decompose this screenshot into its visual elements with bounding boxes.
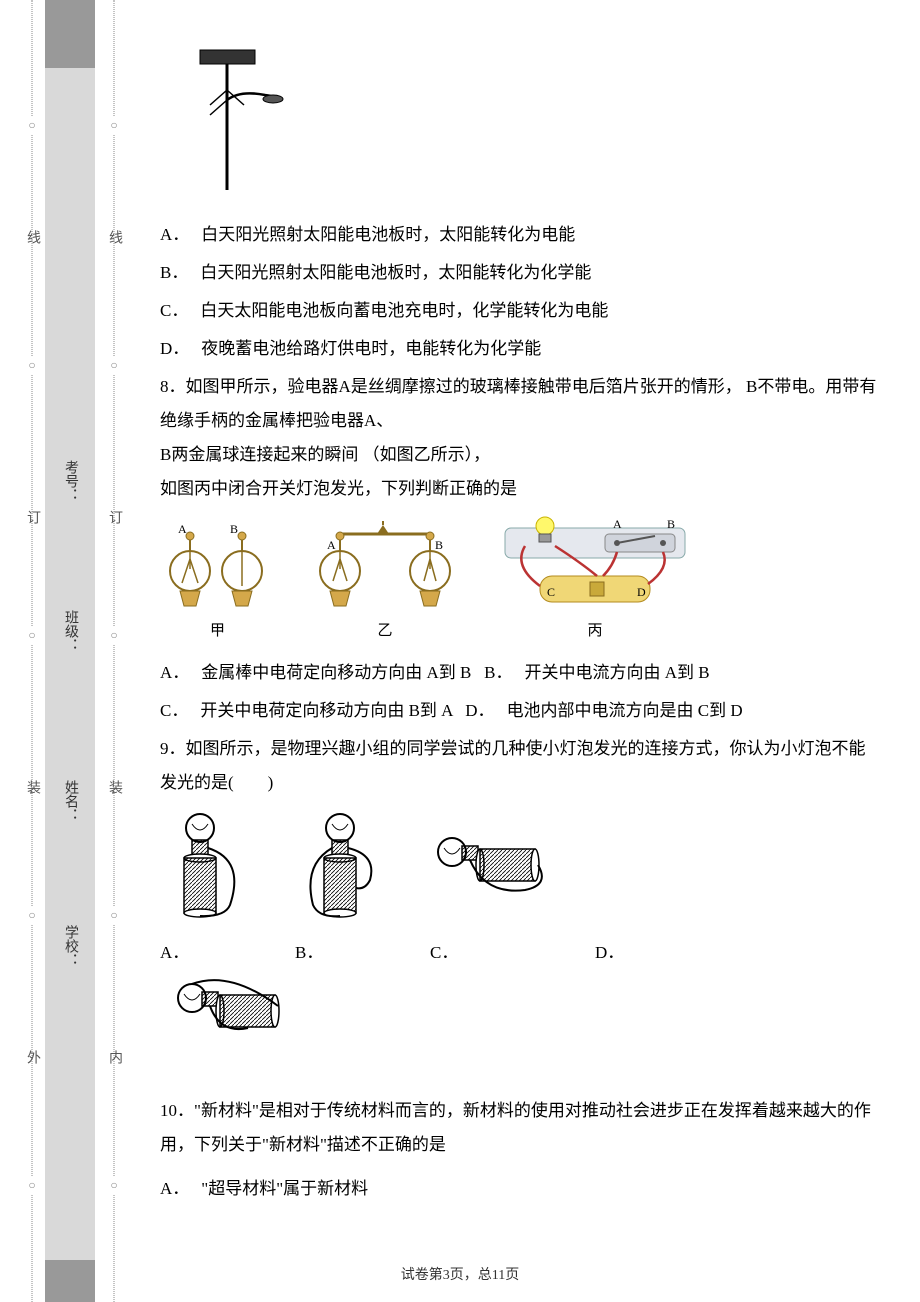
q9-text: 如图所示，是物理兴趣小组的同学尝试的几种使小灯泡发光的连接方式，你认为小灯泡不能… (160, 739, 866, 792)
svg-text:B: B (435, 538, 443, 552)
circle-marker: ○ (110, 906, 117, 925)
svg-text:A: A (178, 522, 187, 536)
binding-outer-label: 装 (22, 780, 42, 794)
binding-outer-column: ○ 线 ○ 订 ○ 装 ○ 外 ○ (22, 0, 42, 1302)
svg-text:A: A (613, 517, 622, 531)
q7-option-a-text: 白天阳光照射太阳能电池板时，太阳能转化为电能 (201, 225, 575, 244)
binding-outer-label: 线 (22, 230, 42, 244)
q9-option-d-label: D． (595, 936, 624, 970)
q7-option-b-text: 白天阳光照射太阳能电池板时，太阳能转化为化学能 (200, 263, 591, 282)
q7-option-d-text: 夜晚蓄电池给路灯供电时，电能转化为化学能 (201, 339, 541, 358)
field-name: 姓名： (60, 780, 80, 822)
svg-text:C: C (547, 585, 555, 599)
q8-option-ab: A．金属棒中电荷定向移动方向由 A到 B B．开关中电流方向由 A到 B (160, 656, 880, 690)
bulb-battery-icon (170, 976, 300, 1076)
q8-option-cd: C．开关中电荷定向移动方向由 B到 A D．电池内部中电流方向是由 C到 D (160, 694, 880, 728)
binding-inner-label: 线 (104, 230, 124, 244)
field-exam-number: 考号： (60, 460, 80, 502)
circle-marker: ○ (110, 1176, 117, 1195)
page-footer: 试卷第3页，总11页 (0, 1264, 920, 1284)
q8-bing-label: 丙 (495, 616, 695, 646)
q8-jia-label: 甲 (160, 616, 275, 646)
circle-marker: ○ (28, 356, 35, 375)
q9-option-d: D． (595, 930, 624, 970)
q8-option-a-text: 金属棒中电荷定向移动方向由 A到 B (201, 663, 471, 682)
circle-marker: ○ (110, 356, 117, 375)
q8-body: 8．如图甲所示，验电器A是丝绸摩擦过的玻璃棒接触带电后箔片张开的情形， B不带电… (160, 370, 880, 506)
q9-option-a-label: A． (160, 936, 189, 970)
binding-inner-label: 内 (104, 1050, 124, 1064)
q8-text1: 如图甲所示，验电器A是丝绸摩擦过的玻璃棒接触带电后箔片张开的情形， B不带电。用… (160, 377, 876, 430)
q8-fig-bing: A B C D 丙 (495, 516, 695, 646)
q9-option-a: A． (160, 810, 260, 970)
q8-text2: B两金属球连接起来的瞬间 （如图乙所示）， (160, 445, 490, 464)
footer-text: 试卷第3页，总11页 (401, 1268, 519, 1283)
q10-body: 10．"新材料"是相对于传统材料而言的，新材料的使用对推动社会进步正在发挥着越来… (160, 1094, 880, 1162)
q9-body: 9．如图所示，是物理兴趣小组的同学尝试的几种使小灯泡发光的连接方式，你认为小灯泡… (160, 732, 880, 800)
q10-text: "新材料"是相对于传统材料而言的，新材料的使用对推动社会进步正在发挥着越来越大的… (160, 1101, 871, 1154)
circle-marker: ○ (28, 626, 35, 645)
q9-option-d-figure (170, 976, 880, 1076)
q7-option-a: A．白天阳光照射太阳能电池板时，太阳能转化为电能 (160, 218, 880, 252)
binding-inner-label: 装 (104, 780, 124, 794)
field-class: 班级： (60, 610, 80, 652)
circle-marker: ○ (110, 116, 117, 135)
q8-text3: 如图丙中闭合开关灯泡发光，下列判断正确的是 (160, 479, 517, 498)
q8-yi-label: 乙 (305, 616, 465, 646)
q8-number: 8． (160, 377, 186, 396)
q10-option-a-text: "超导材料"属于新材料 (201, 1179, 368, 1198)
q7-option-d: D．夜晚蓄电池给路灯供电时，电能转化为化学能 (160, 332, 880, 366)
q7-streetlight-figure (170, 40, 880, 200)
q8-option-b-text: 开关中电流方向由 A到 B (525, 663, 710, 682)
q9-option-c-label: C． (430, 936, 458, 970)
q10-number: 10． (160, 1101, 194, 1120)
binding-outer-label: 订 (22, 510, 42, 524)
q9-option-b: B． (295, 810, 395, 970)
field-labels-column: 考号： 班级： 姓名： 学校： (60, 0, 80, 1302)
binding-inner-dotted (114, 0, 115, 1302)
svg-text:D: D (637, 585, 646, 599)
circle-marker: ○ (28, 906, 35, 925)
svg-text:A: A (327, 538, 336, 552)
bulb-battery-icon (295, 810, 395, 930)
binding-inner-label: 订 (104, 510, 124, 524)
circle-marker: ○ (110, 626, 117, 645)
q8-fig-yi: A B 乙 (305, 521, 465, 646)
binding-outer-label: 外 (22, 1050, 42, 1064)
svg-text:B: B (230, 522, 238, 536)
circle-marker: ○ (28, 116, 35, 135)
q9-option-b-label: B． (295, 936, 323, 970)
q10-option-a: A．"超导材料"属于新材料 (160, 1172, 880, 1206)
page-content: A．白天阳光照射太阳能电池板时，太阳能转化为电能 B．白天阳光照射太阳能电池板时… (160, 30, 880, 1210)
field-school: 学校： (60, 925, 80, 967)
q7-option-c: C．白天太阳能电池板向蓄电池充电时，化学能转化为电能 (160, 294, 880, 328)
binding-inner-column: ○ 线 ○ 订 ○ 装 ○ 内 ○ (104, 0, 124, 1302)
q8-option-d-text: 电池内部中电流方向是由 C到 D (507, 701, 743, 720)
bulb-battery-icon (160, 810, 260, 930)
q8-fig-jia: A B 甲 (160, 521, 275, 646)
circle-marker: ○ (28, 1176, 35, 1195)
binding-outer-dotted (32, 0, 33, 1302)
svg-text:B: B (667, 517, 675, 531)
q8-figures: A B 甲 A (160, 516, 880, 646)
q9-options-row: A． B． (160, 810, 880, 970)
q9-number: 9． (160, 739, 186, 758)
q7-option-c-text: 白天太阳能电池板向蓄电池充电时，化学能转化为电能 (200, 301, 608, 320)
q8-option-c-text: 开关中电荷定向移动方向由 B到 A (200, 701, 452, 720)
q7-option-b: B．白天阳光照射太阳能电池板时，太阳能转化为化学能 (160, 256, 880, 290)
bulb-battery-icon (430, 830, 560, 930)
q9-option-c: C． (430, 830, 560, 970)
